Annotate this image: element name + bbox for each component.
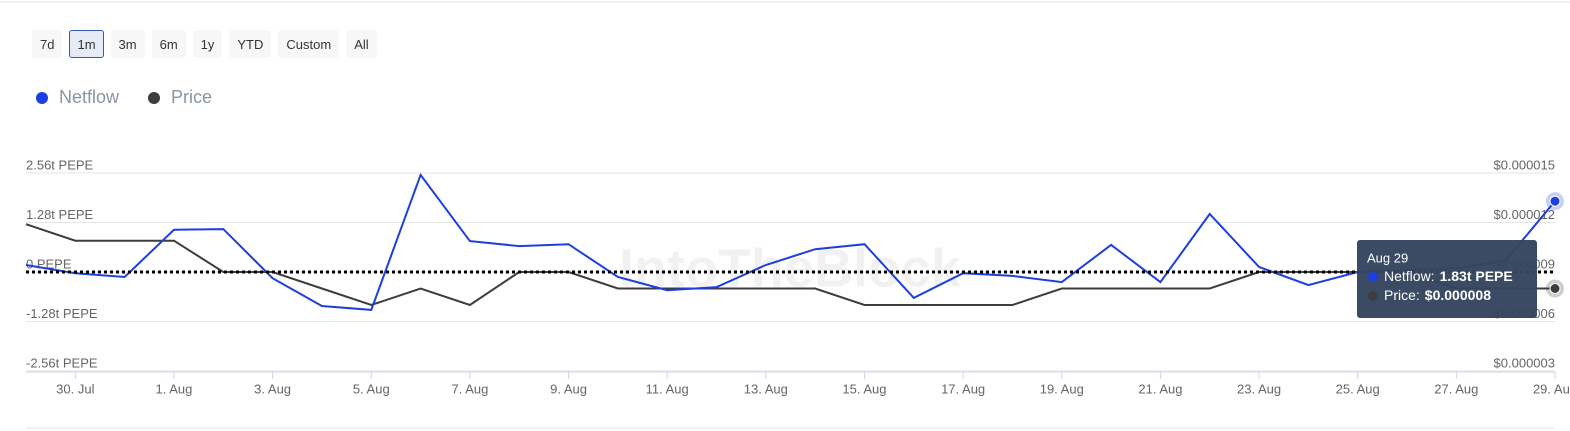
- y2-tick-label: $0.000012: [1494, 207, 1555, 222]
- x-tick-label: 19. Aug: [1040, 381, 1084, 396]
- tooltip-row-value: $0.000008: [1425, 287, 1491, 303]
- range-button[interactable]: 3m: [110, 30, 145, 58]
- legend-marker: [36, 92, 48, 104]
- x-tick-label: 1. Aug: [156, 381, 193, 396]
- tooltip-row-value: 1.83t PEPE: [1440, 268, 1513, 284]
- tooltip-row-label: Price:: [1384, 287, 1420, 303]
- range-button[interactable]: 7d: [32, 30, 63, 58]
- x-tick-label: 13. Aug: [744, 381, 788, 396]
- x-tick-label: 17. Aug: [941, 381, 985, 396]
- range-selector: 7d 1m 3m 6m 1y YTD Custom All: [32, 30, 377, 58]
- y2-tick-label: $0.000003: [1494, 355, 1555, 370]
- x-tick-label: 23. Aug: [1237, 381, 1281, 396]
- x-tick-label: 27. Aug: [1434, 381, 1478, 396]
- range-button[interactable]: YTD: [229, 30, 272, 58]
- tooltip-row: Price: $0.000008: [1384, 287, 1491, 303]
- hover-marker: [1549, 195, 1561, 207]
- range-button[interactable]: 6m: [151, 30, 186, 58]
- tooltip-title: Aug 29: [1367, 250, 1408, 265]
- tooltip-bullet: [1368, 272, 1378, 282]
- range-button[interactable]: Custom: [278, 30, 340, 58]
- tooltip-bullet: [1368, 291, 1378, 301]
- series-line: [25, 172, 1556, 311]
- x-tick-label: 11. Aug: [646, 381, 689, 396]
- x-tick-label: 25. Aug: [1336, 381, 1380, 396]
- x-tick-label: 5. Aug: [353, 381, 390, 396]
- range-button[interactable]: All: [346, 30, 377, 58]
- y-tick-label: 1.28t PEPE: [26, 207, 94, 222]
- legend-label[interactable]: Netflow: [59, 87, 120, 107]
- y-tick-label: -1.28t PEPE: [26, 306, 98, 321]
- range-button[interactable]: 1m: [69, 30, 104, 58]
- tooltip-row-label: Netflow:: [1384, 268, 1435, 284]
- x-tick-label: 9. Aug: [550, 381, 587, 396]
- x-tick-label: 7. Aug: [451, 381, 488, 396]
- legend-label[interactable]: Price: [171, 87, 212, 107]
- y-tick-label: -2.56t PEPE: [26, 355, 98, 370]
- range-button[interactable]: 1y: [192, 30, 223, 58]
- x-tick-label: 30. Jul: [56, 381, 94, 396]
- hover-marker: [1549, 283, 1561, 294]
- y-tick-label: 2.56t PEPE: [26, 157, 94, 172]
- tooltip-row: Netflow: 1.83t PEPE: [1384, 268, 1513, 284]
- legend-marker: [148, 92, 160, 104]
- tooltip-box: [1357, 240, 1537, 318]
- x-tick-label: 21. Aug: [1138, 381, 1182, 396]
- x-tick-label: 3. Aug: [254, 381, 291, 396]
- y2-tick-label: $0.000015: [1494, 157, 1555, 172]
- x-tick-label: 29. Aug: [1533, 381, 1570, 396]
- x-tick-label: 15. Aug: [842, 381, 886, 396]
